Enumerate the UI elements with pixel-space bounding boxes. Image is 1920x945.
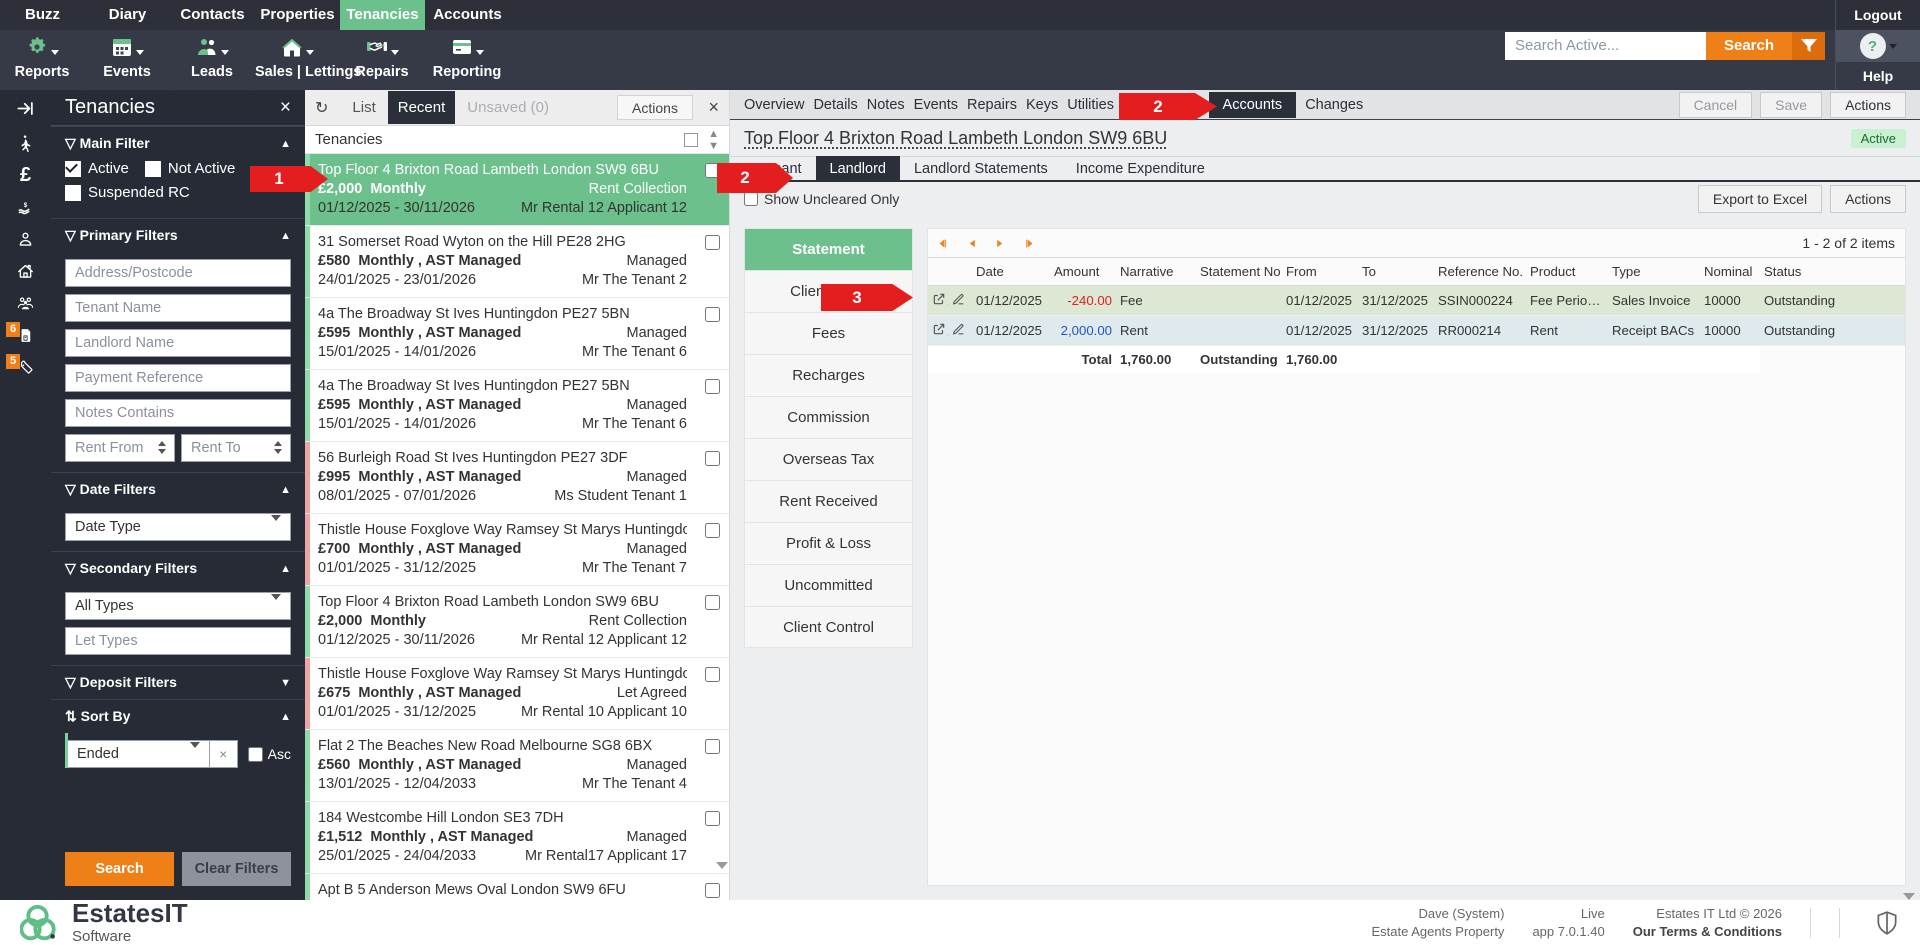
svg-text:$: $ bbox=[24, 202, 28, 209]
